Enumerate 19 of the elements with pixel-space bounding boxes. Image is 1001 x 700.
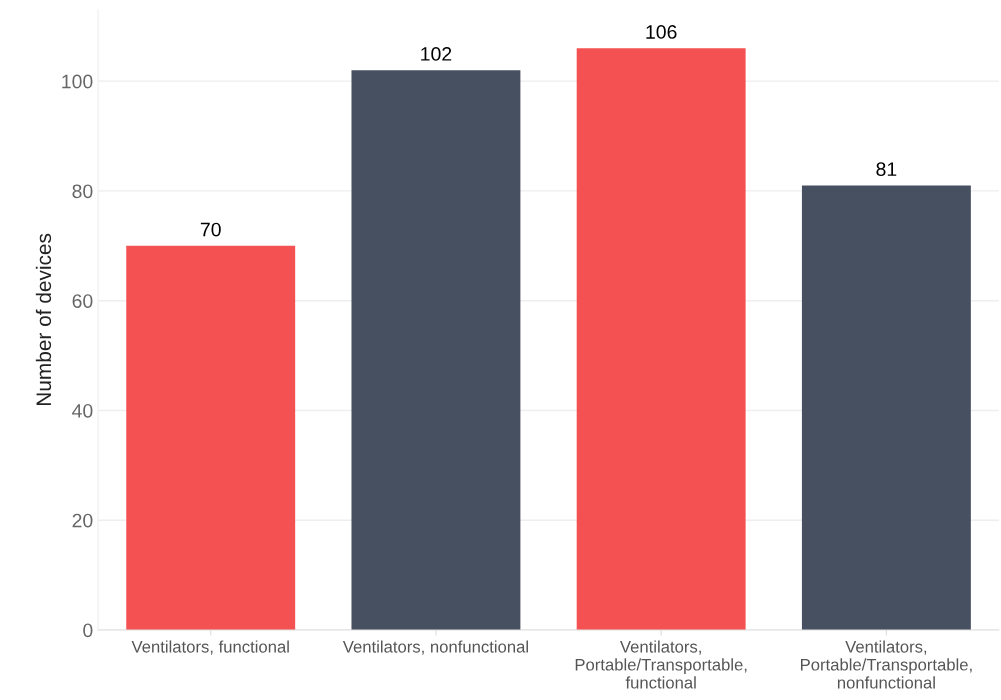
y-tick-label: 100 xyxy=(62,74,93,89)
data-label: 106 xyxy=(646,25,677,39)
y-axis-title: Number of devices xyxy=(35,233,52,406)
bar xyxy=(576,48,746,630)
y-tick-label: 40 xyxy=(72,403,93,418)
data-label: 102 xyxy=(421,47,452,61)
data-label: 70 xyxy=(200,222,221,237)
y-tick-label: 80 xyxy=(72,184,93,199)
bar xyxy=(126,245,296,630)
y-tick-label: 0 xyxy=(83,623,93,638)
data-label: 81 xyxy=(876,162,897,177)
bar xyxy=(351,70,521,630)
bar xyxy=(801,185,971,630)
y-tick-label: 20 xyxy=(72,513,93,528)
x-tick-label: Ventilators, functional xyxy=(131,640,289,655)
y-tick-label: 60 xyxy=(72,294,93,308)
x-tick-label: Ventilators, nonfunctional xyxy=(342,640,528,655)
x-tick-label: Ventilators, Portable/Transportable, nonfunctional xyxy=(800,640,972,689)
x-tick-label: Ventilators, Portable/Transportable, functional xyxy=(575,640,747,689)
